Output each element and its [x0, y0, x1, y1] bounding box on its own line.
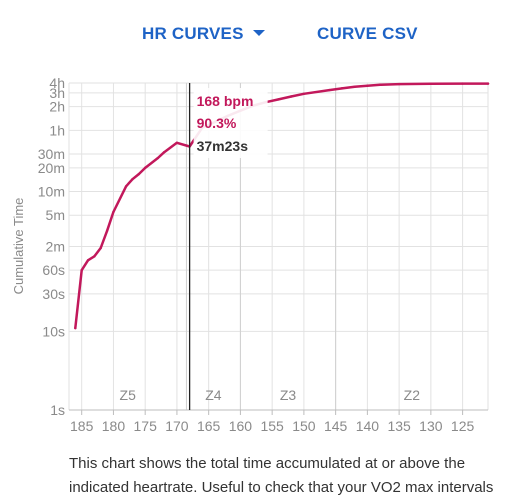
y-tick-label: 1h — [49, 122, 65, 138]
series-line — [74, 82, 490, 330]
data-point — [163, 150, 166, 154]
data-point — [486, 82, 490, 85]
zone-labels: Z5 Z4 Z3 Z2 — [120, 83, 421, 410]
x-tick-label: 165 — [197, 418, 221, 434]
data-point — [74, 326, 77, 330]
chart-grid — [68, 82, 489, 411]
x-tick-label: 170 — [165, 418, 189, 434]
hr-curves-label: HR CURVES — [142, 24, 244, 43]
x-tick-label: 135 — [387, 418, 411, 434]
data-point — [366, 84, 369, 87]
data-point — [397, 82, 401, 86]
data-point — [378, 83, 382, 87]
y-tick-label: 10s — [42, 323, 65, 339]
y-axis-label: Cumulative Time — [11, 198, 26, 295]
data-point — [429, 82, 433, 85]
data-point — [143, 166, 147, 170]
x-tick-label: 160 — [229, 418, 253, 434]
y-tick-label: 2h — [49, 99, 65, 115]
x-tick-label: 180 — [102, 418, 126, 434]
data-point — [353, 85, 356, 88]
y-tick-label: 60s — [42, 262, 65, 278]
x-tick-label: 150 — [292, 418, 316, 434]
series-layer — [74, 82, 490, 330]
chart-description: This chart shows the total time accumula… — [69, 455, 494, 496]
data-point — [124, 185, 128, 188]
data-point — [93, 255, 96, 258]
x-tick-label: 130 — [419, 418, 443, 434]
cursor-percent-label: 90.3% — [197, 115, 237, 131]
zone-label: Z3 — [280, 387, 297, 403]
y-tick-label: 30m — [38, 146, 65, 162]
data-point — [86, 259, 90, 262]
data-point — [131, 178, 134, 181]
caret-down-icon — [252, 29, 265, 36]
data-point — [156, 156, 160, 160]
hr-curves-dropdown[interactable]: HR CURVES — [142, 24, 265, 44]
zone-label: Z4 — [205, 387, 222, 403]
y-tick-label: 10m — [38, 184, 65, 200]
y-tick-label: 20m — [38, 160, 65, 176]
x-tick-label: 125 — [451, 418, 475, 434]
zone-label: Z2 — [404, 387, 421, 403]
y-tick-label: 30s — [42, 286, 65, 302]
zone-label: Z5 — [120, 387, 137, 403]
y-tick-label: 5m — [46, 207, 65, 223]
curve-csv-button[interactable]: CURVE CSV — [317, 24, 418, 43]
data-point — [175, 141, 179, 144]
x-tick-label: 145 — [324, 418, 348, 434]
chart-toolbar: HR CURVES CURVE CSV — [0, 22, 512, 50]
cursor-hr-label: 168 bpm — [197, 93, 254, 109]
x-tick-label: 140 — [356, 418, 380, 434]
x-tick-label: 175 — [134, 418, 158, 434]
x-tick-label: 155 — [260, 418, 284, 434]
data-point — [112, 210, 115, 214]
data-point — [289, 95, 293, 98]
y-tick-label: 2m — [46, 239, 65, 255]
data-point — [137, 172, 141, 176]
y-tick-label: 1s — [50, 402, 65, 418]
data-point — [80, 268, 83, 272]
y-tick-label: 4h — [49, 75, 65, 91]
x-axis: 185 180 175 170 165 160 155 150 145 140 135 130 125 — [69, 409, 488, 434]
data-point — [99, 246, 102, 250]
data-point — [461, 82, 464, 85]
cursor-readout-bg — [193, 88, 268, 158]
cursor-time-label: 37m23s — [197, 138, 249, 154]
x-tick-label: 185 — [70, 418, 94, 434]
hover-cursor[interactable]: 168 bpm 90.3% 37m23s — [188, 83, 268, 410]
data-point — [302, 92, 306, 95]
y-tick-label: 3h — [49, 85, 65, 101]
data-point — [340, 87, 344, 90]
data-point — [277, 98, 280, 101]
data-point — [328, 88, 331, 92]
data-point — [105, 229, 109, 233]
